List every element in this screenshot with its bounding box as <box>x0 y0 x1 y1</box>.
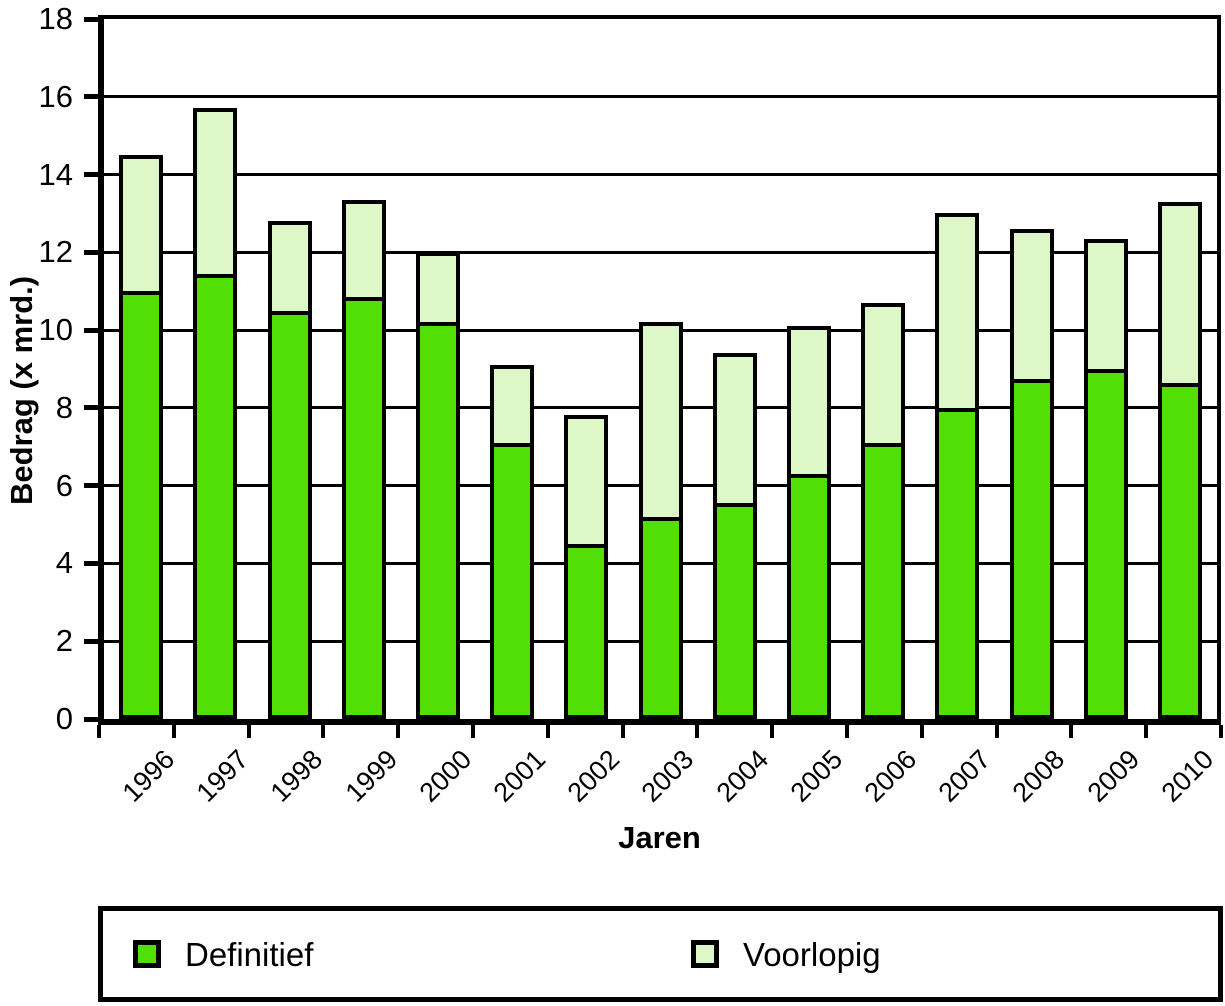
bar-2004 <box>712 353 757 719</box>
x-tick-13 <box>1069 725 1074 738</box>
legend-label-definitief: Definitief <box>185 935 314 973</box>
x-tick-label-1998: 1998 <box>265 744 329 808</box>
y-tick-4 <box>84 560 98 566</box>
x-tick-label-2003: 2003 <box>636 744 700 808</box>
y-tick-18 <box>84 16 98 22</box>
bar-1999 <box>341 199 386 719</box>
bar-2004-voorlopig-segment <box>716 357 753 508</box>
x-tick-4 <box>396 725 401 738</box>
bar-2003 <box>638 322 683 719</box>
bar-2009-voorlopig-segment <box>1087 242 1124 373</box>
gridline-16 <box>104 95 1217 99</box>
bar-1999-voorlopig-segment <box>345 203 382 301</box>
x-tick-14 <box>1144 725 1149 738</box>
x-tick-label-2007: 2007 <box>932 744 997 808</box>
bar-2007-voorlopig-segment <box>939 217 976 412</box>
x-tick-12 <box>994 725 999 738</box>
y-tick-10 <box>84 327 98 333</box>
bar-1996-voorlopig-segment <box>123 158 160 296</box>
x-tick-1 <box>171 725 176 738</box>
x-tick-3 <box>321 725 326 738</box>
bar-2002 <box>564 415 609 719</box>
bar-2001 <box>490 364 535 719</box>
y-tick-label-4: 4 <box>55 545 73 581</box>
bar-2005 <box>786 326 831 719</box>
y-tick-label-6: 6 <box>55 467 73 503</box>
bar-2002-voorlopig-segment <box>568 419 605 548</box>
bar-1997-voorlopig-segment <box>197 112 234 278</box>
bar-2009 <box>1083 238 1128 719</box>
y-tick-label-0: 0 <box>55 701 73 736</box>
x-tick-label-1999: 1999 <box>339 744 403 808</box>
x-tick-2 <box>246 725 251 738</box>
x-tick-label-1997: 1997 <box>190 744 255 808</box>
legend-item-definitief: Definitief <box>133 911 313 997</box>
x-tick-label-2004: 2004 <box>710 744 774 808</box>
x-tick-label-2009: 2009 <box>1081 744 1145 808</box>
bar-2001-voorlopig-segment <box>494 368 531 447</box>
y-tick-0 <box>84 716 98 722</box>
x-tick-label-2001: 2001 <box>487 744 552 808</box>
legend-box: Definitief Voorlopig <box>98 906 1223 1002</box>
bar-2000 <box>415 252 460 719</box>
y-tick-label-10: 10 <box>38 312 73 348</box>
x-tick-5 <box>471 725 475 738</box>
bar-1998 <box>267 221 312 719</box>
bar-2003-voorlopig-segment <box>642 326 679 521</box>
bar-2006 <box>861 302 906 719</box>
bar-2005-voorlopig-segment <box>790 330 827 478</box>
bar-1996 <box>119 154 164 719</box>
legend-item-voorlopig: Voorlopig <box>691 911 881 997</box>
bar-1998-voorlopig-segment <box>271 225 308 315</box>
bar-2008-voorlopig-segment <box>1013 232 1050 383</box>
x-tick-7 <box>620 725 625 738</box>
y-tick-label-8: 8 <box>55 389 73 425</box>
x-tick-label-2005: 2005 <box>784 744 849 808</box>
y-tick-label-2: 2 <box>55 623 73 659</box>
legend-label-voorlopig: Voorlopig <box>743 935 881 973</box>
y-tick-16 <box>84 94 98 100</box>
y-tick-label-14: 14 <box>38 156 73 192</box>
bar-2000-voorlopig-segment <box>419 256 456 327</box>
x-tick-9 <box>770 725 775 738</box>
bar-2010 <box>1157 201 1202 719</box>
x-tick-label-1996: 1996 <box>116 744 181 808</box>
y-tick-label-16: 16 <box>38 78 73 114</box>
y-tick-12 <box>84 249 98 255</box>
x-tick-11 <box>919 725 924 738</box>
y-tick-8 <box>84 405 98 411</box>
x-tick-label-2002: 2002 <box>561 744 626 808</box>
y-tick-14 <box>84 172 98 178</box>
bar-2008 <box>1009 228 1054 719</box>
bars-layer <box>104 19 1217 719</box>
x-tick-10 <box>845 725 849 738</box>
bar-2007 <box>935 213 980 719</box>
bar-2006-voorlopig-segment <box>865 306 902 447</box>
x-tick-label-2006: 2006 <box>858 744 923 808</box>
x-tick-label-2008: 2008 <box>1007 744 1071 808</box>
x-axis-title: Jaren <box>618 820 701 855</box>
plot-area <box>98 15 1221 725</box>
x-tick-0 <box>97 725 101 738</box>
gridline-14 <box>104 173 1217 177</box>
bar-2010-voorlopig-segment <box>1161 205 1198 387</box>
x-tick-label-2010: 2010 <box>1155 744 1220 808</box>
bar-1997 <box>193 108 238 719</box>
y-tick-label-12: 12 <box>38 234 73 270</box>
y-tick-6 <box>84 483 98 489</box>
definitief-color-swatch <box>133 940 161 968</box>
y-tick-label-18: 18 <box>38 1 73 36</box>
x-tick-8 <box>695 725 700 738</box>
voorlopig-color-swatch <box>691 940 719 968</box>
x-tick-15 <box>1219 725 1223 738</box>
gridline-12 <box>104 250 1217 254</box>
y-tick-2 <box>84 638 98 644</box>
x-tick-label-2000: 2000 <box>413 744 478 808</box>
x-tick-6 <box>545 725 550 738</box>
